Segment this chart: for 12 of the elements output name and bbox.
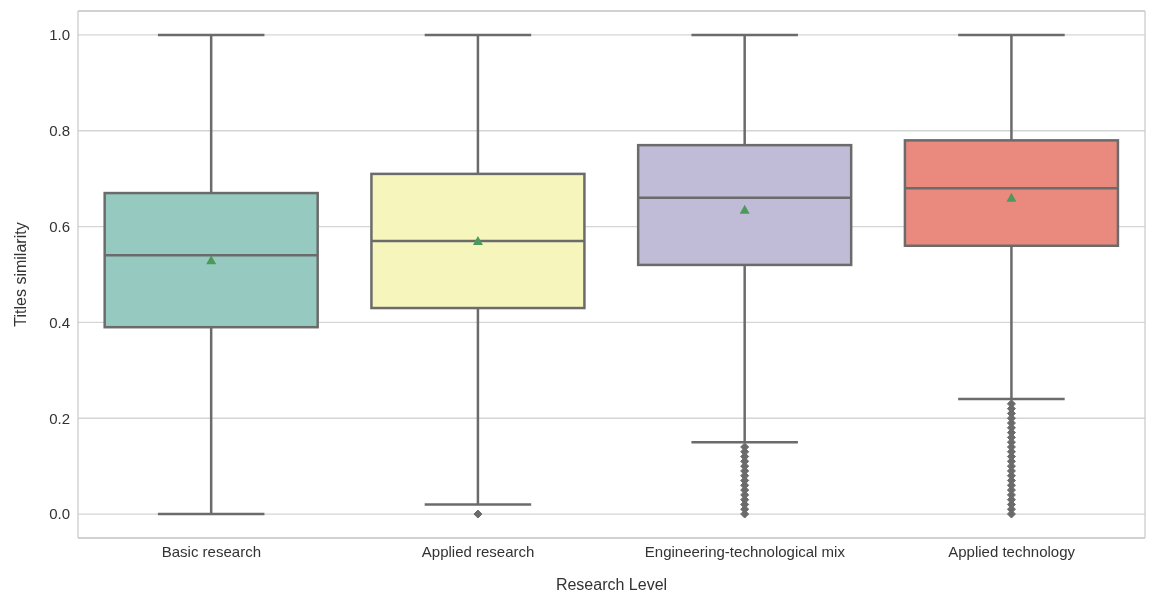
- x-tick-label: Applied research: [421, 542, 535, 560]
- x-tick-label: Applied technology: [948, 542, 1076, 560]
- y-tick-label: 0.6: [49, 217, 70, 235]
- x-tick-label: Engineering-technological mix: [644, 542, 846, 560]
- x-tick-label: Basic research: [161, 542, 261, 560]
- y-tick-label: 1.0: [49, 26, 70, 44]
- y-tick-label: 0.8: [49, 122, 70, 140]
- y-tick-label: 0.2: [49, 409, 70, 427]
- y-axis-title: Titles similarity: [11, 222, 29, 327]
- x-axis-title: Research Level: [555, 576, 668, 593]
- y-tick-label: 0.0: [49, 505, 70, 523]
- y-tick-label: 0.4: [49, 313, 70, 331]
